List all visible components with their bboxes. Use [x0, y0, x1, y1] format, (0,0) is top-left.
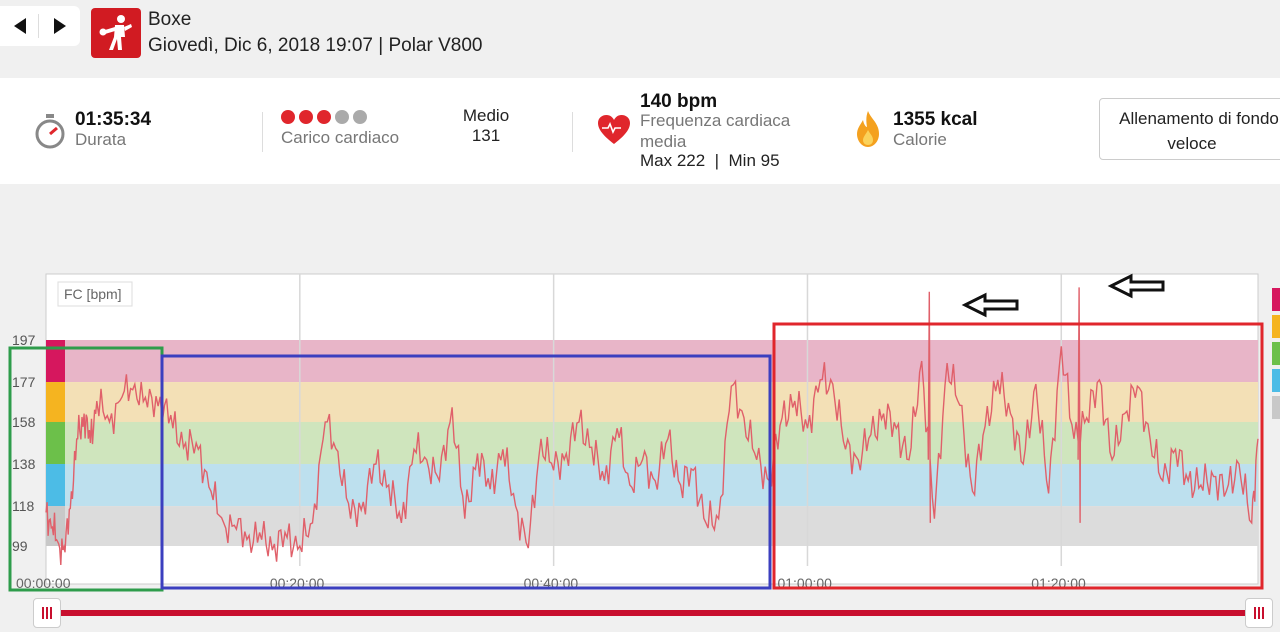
zone-color-bar [46, 340, 65, 546]
session-subtitle: Giovedì, Dic 6, 2018 19:07 | Polar V800 [148, 35, 483, 56]
hr-series [45, 287, 1259, 566]
y-tick-label: 138 [12, 456, 36, 472]
annotation-boxes [8, 322, 1264, 592]
hr-zone-band [46, 464, 1258, 507]
annotation-arrows [961, 273, 1165, 318]
triangle-right-icon [54, 18, 66, 34]
flame-icon [855, 110, 881, 153]
hr-max-min: Max 222 | Min 95 [640, 151, 780, 170]
load-dot-filled [281, 110, 295, 124]
hr-line [45, 287, 1259, 566]
divider [572, 112, 573, 152]
training-benefit-line1: Allenamento di fondo [1119, 109, 1279, 128]
navigation-buttons [0, 6, 80, 46]
timeline-end-handle[interactable] [1245, 598, 1273, 628]
zone-bar-segment [46, 340, 65, 383]
y-tick-label: 118 [12, 498, 35, 514]
avg-value: 131 [471, 126, 501, 145]
calories-value: 1355 kcal [893, 109, 978, 130]
x-tick-label: 00:00:00 [16, 575, 71, 591]
arrow-left-icon [1107, 273, 1165, 299]
y-tick-label: 197 [12, 332, 36, 348]
divider [262, 112, 263, 152]
summary-panel [0, 78, 1280, 184]
hr-label-line2: media [640, 132, 687, 151]
hr-zones [45, 273, 1259, 585]
highlight-box [160, 354, 772, 590]
calories-label: Calorie [893, 130, 947, 149]
y-axis-title-box [57, 281, 133, 307]
duration-value: 01:35:34 [75, 109, 152, 130]
stopwatch-icon [33, 114, 67, 155]
highlight-box [772, 322, 1264, 590]
training-benefit-line2: veloce [1167, 134, 1217, 153]
y-tick-label: 99 [12, 538, 28, 554]
duration-label: Durata [75, 130, 127, 149]
triangle-left-icon [14, 18, 26, 34]
training-benefit-button[interactable]: Allenamento di fondo veloce [1099, 98, 1280, 160]
load-dot-empty [335, 110, 349, 124]
hr-avg-value: 140 bpm [640, 91, 718, 112]
zone-legend-strip [1272, 288, 1280, 425]
avg-label: Medio [462, 106, 510, 125]
hr-zone-band [46, 382, 1258, 422]
heart-icon [597, 114, 631, 151]
timeline-start-handle[interactable] [33, 598, 61, 628]
arrow-left-icon [961, 292, 1019, 318]
load-dot-filled [299, 110, 313, 124]
hr-zone-band [46, 340, 1258, 383]
y-tick-label: 177 [12, 374, 36, 390]
load-dot-filled [317, 110, 331, 124]
load-dot-empty [353, 110, 367, 124]
timeline-range-bar[interactable] [46, 610, 1260, 616]
hr-label-line1: Frequenza cardiaca [640, 111, 791, 130]
y-tick-label: 158 [12, 414, 36, 430]
zone-bar-segment [46, 421, 65, 465]
previous-button[interactable] [0, 6, 40, 46]
y-axis-title: FC [bpm] [64, 286, 122, 302]
load-label: Carico cardiaco [281, 128, 400, 147]
next-button[interactable] [40, 6, 80, 46]
sport-name: Boxe [148, 9, 192, 30]
load-dots [281, 110, 371, 129]
zone-bar-segment [46, 382, 65, 422]
zone-bar-segment [46, 464, 65, 507]
hr-zone-band [46, 506, 1258, 546]
y-axis-labels: 197 177 158 138 118 99 [12, 332, 36, 554]
boxing-icon [91, 8, 141, 58]
